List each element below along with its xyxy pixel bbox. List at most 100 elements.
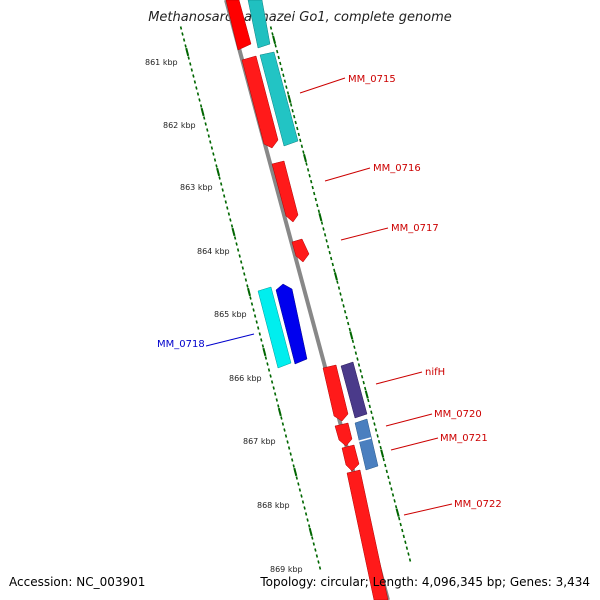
- ruler-tick: [279, 61, 282, 66]
- ruler-tick: [216, 167, 221, 177]
- ruler-tick: [303, 153, 307, 163]
- accession-text: Accession: NC_003901: [9, 575, 146, 589]
- kbp-label-861: 861 kbp: [145, 58, 178, 67]
- ruler-tick: [339, 292, 342, 296]
- ruler-tick: [236, 248, 240, 252]
- ruler-tick: [362, 380, 365, 385]
- leader-mm0717: [340, 227, 389, 241]
- ruler-tick: [226, 206, 229, 210]
- ruler-tick: [318, 566, 322, 570]
- kbp-label-862: 862 kbp: [163, 121, 196, 130]
- ruler-tick: [227, 212, 231, 216]
- ruler-tick: [323, 233, 327, 237]
- ruler-tick: [364, 386, 367, 391]
- kbp-label-866: 866 kbp: [229, 374, 262, 383]
- ruler-tick: [314, 197, 317, 202]
- ruler-tick: [370, 410, 373, 414]
- kbp-label-869: 869 kbp: [270, 565, 303, 574]
- ruler-tick: [404, 540, 407, 544]
- kbp-label-863: 863 kbp: [180, 183, 213, 192]
- ruler-tick: [293, 467, 298, 477]
- ruler-tick: [287, 446, 291, 450]
- gene-track-right: [247, 0, 379, 471]
- ruler-tick: [184, 44, 187, 48]
- ruler-tick: [277, 404, 280, 408]
- ruler-tick: [297, 482, 300, 486]
- ruler-tick: [231, 227, 236, 237]
- ruler-tick: [333, 268, 336, 273]
- ruler-tick: [306, 168, 310, 172]
- ruler-tick: [213, 158, 217, 162]
- ruler-tick: [257, 326, 260, 330]
- ruler-tick: [317, 560, 320, 564]
- ruler-tick: [244, 278, 248, 282]
- cds-mm0718-blue: [275, 283, 308, 365]
- ruler-tick: [312, 542, 315, 546]
- ruler-tick: [364, 390, 369, 399]
- ruler-tick: [291, 109, 294, 113]
- ruler-tick: [382, 457, 385, 462]
- ruler-tick: [277, 55, 280, 60]
- ruler-tick: [356, 357, 359, 361]
- ruler-tick: [275, 398, 278, 402]
- ruler-tick: [271, 32, 274, 36]
- ruler-tick: [209, 140, 212, 144]
- ruler-tick: [368, 404, 371, 409]
- ruler-tick: [229, 218, 232, 222]
- ruler-tick: [238, 254, 241, 258]
- ruler-tick: [310, 179, 313, 184]
- genome-stats-text: Topology: circular; Length: 4,096,345 bp…: [260, 575, 590, 589]
- ruler-tick: [247, 287, 251, 297]
- gene-label-mm0722: MM_0722: [454, 499, 502, 510]
- ruler-tick: [250, 302, 254, 306]
- ruler-tick: [333, 272, 338, 281]
- ruler-tick: [311, 536, 314, 540]
- ruler-track-right: [269, 26, 412, 562]
- ruler-tick: [267, 368, 271, 372]
- ruler-tick: [261, 344, 265, 348]
- ruler-tick: [376, 434, 379, 438]
- ruler-tick: [179, 26, 183, 30]
- ruler-tick: [340, 298, 344, 302]
- gene-divider: [355, 437, 372, 443]
- ruler-tick: [302, 150, 305, 154]
- ruler-tick: [255, 320, 258, 324]
- ruler-tick: [243, 272, 246, 276]
- ruler-tick: [200, 107, 205, 117]
- ruler-tick: [282, 73, 285, 77]
- ruler-tick: [303, 506, 306, 510]
- ruler-tick: [398, 516, 401, 521]
- ruler-tick: [342, 304, 345, 308]
- ruler-tick: [294, 120, 297, 125]
- ruler-tick: [289, 452, 292, 456]
- ruler-tick: [343, 310, 347, 314]
- ruler-tick: [277, 407, 282, 417]
- kbp-labels: 861 kbp 862 kbp 863 kbp 864 kbp 865 kbp …: [145, 58, 303, 574]
- cds-mm0717: [291, 238, 310, 263]
- red-cds-track: [225, 0, 389, 600]
- ruler-tick: [199, 104, 203, 108]
- kbp-label-867: 867 kbp: [243, 437, 276, 446]
- ruler-tick: [292, 464, 295, 468]
- ruler-tick: [325, 239, 328, 243]
- gene-top-teal: [247, 0, 271, 49]
- ruler-tick: [296, 126, 299, 131]
- ruler-tick: [407, 552, 410, 556]
- ruler-tick: [337, 286, 341, 290]
- ruler-tick: [285, 85, 288, 89]
- ruler-tick: [315, 554, 319, 558]
- ruler-tick: [185, 47, 190, 57]
- leader-mm0720: [385, 413, 433, 427]
- kbp-label-864: 864 kbp: [197, 247, 230, 256]
- ruler-tick: [330, 256, 333, 261]
- kbp-label-865: 865 kbp: [214, 310, 247, 319]
- gene-label-nifh: nifH: [425, 367, 445, 378]
- gene-mm0721-steel: [354, 418, 379, 471]
- gene-label-mm0718: MM_0718: [157, 339, 205, 350]
- ruler-tick: [198, 98, 201, 102]
- ruler-tick: [318, 213, 323, 222]
- ruler-tick: [233, 236, 237, 240]
- ruler-tick: [266, 362, 269, 366]
- ruler-tick: [181, 32, 184, 36]
- ruler-tick: [283, 428, 286, 432]
